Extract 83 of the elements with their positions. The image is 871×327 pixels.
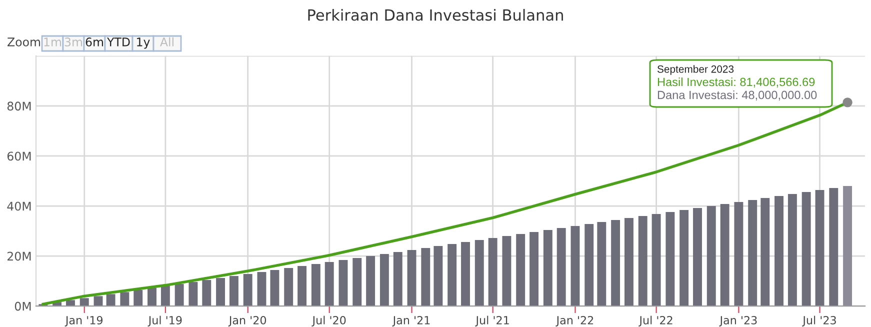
bar [324,262,334,306]
bar [270,270,280,306]
annotation: Dana Investasi: 48,000,000.00 [658,90,817,101]
bar [748,200,758,306]
bar [584,224,594,306]
y-tick-label: 40M [7,202,31,211]
bar [434,246,443,306]
bar [174,284,184,306]
bar [706,206,716,306]
bar [788,194,797,306]
x-tick-label: Jan '21 [392,316,430,326]
x-tick-label: Jul '20 [312,316,346,326]
bar [693,208,702,306]
bar [160,286,170,306]
bar [774,196,784,306]
y-tick-label: 60M [7,152,31,161]
text: 1m [44,38,62,46]
text: All [160,37,174,46]
bar [407,250,416,306]
bar [802,192,811,306]
x-tick-label: Jul '19 [148,316,182,326]
bar [94,296,103,306]
x-tick-label: Jan '19 [64,316,103,326]
text: Zoom [8,38,40,46]
bar [611,220,620,306]
bar [80,298,89,306]
x-tick-label: Jan '23 [719,316,757,326]
text: 6m [86,37,104,46]
bar [543,230,552,306]
bar [666,212,675,306]
bar [298,266,307,306]
bar [624,218,634,306]
bar [366,256,376,306]
bar [474,240,484,306]
bar [815,190,824,306]
bar [216,278,225,306]
bar [421,248,430,306]
bar [720,204,730,306]
text: 3m [64,37,82,46]
bar [284,268,294,306]
y-tick-label: 0M [14,302,31,311]
x-tick-label: Jan '20 [228,316,266,326]
bar [556,228,566,306]
y-tick-label: 20M [7,252,31,261]
bar [570,226,580,306]
bar [106,294,116,306]
annotation: Hasil Investasi: 81,406,566.69 [658,78,815,88]
bar [488,238,498,306]
x-tick-label: Jul '21 [475,316,509,326]
bar [652,214,661,306]
bar [530,232,539,306]
bar [188,282,198,306]
bar [229,276,238,306]
bar [502,236,512,306]
bar [202,280,212,306]
y-tick-label: 80M [7,102,31,111]
bar [516,234,526,306]
bar [338,260,348,306]
x-tick-label: Jan '22 [556,316,594,326]
bar [597,222,606,306]
bar [257,272,266,306]
bar [760,198,770,306]
bar [448,244,457,306]
bar [243,274,252,306]
bar [829,188,838,306]
bar [352,258,362,306]
x-tick-label: Jul '22 [638,316,672,326]
x-tick-label: Jul '23 [802,316,836,326]
bar [680,210,689,306]
bar [311,264,320,306]
bar [843,186,852,306]
chart-title: Perkiraan Dana Investasi Bulanan [308,8,563,21]
bar [638,216,648,306]
bar [461,242,470,306]
text: 1y [137,38,150,49]
text: YTD [106,38,130,46]
bar [120,292,130,306]
bar [148,288,156,306]
annotation: September 2023 [657,65,734,75]
bar [380,254,389,306]
bar [134,290,143,306]
bar [393,252,402,306]
bar [734,202,744,306]
